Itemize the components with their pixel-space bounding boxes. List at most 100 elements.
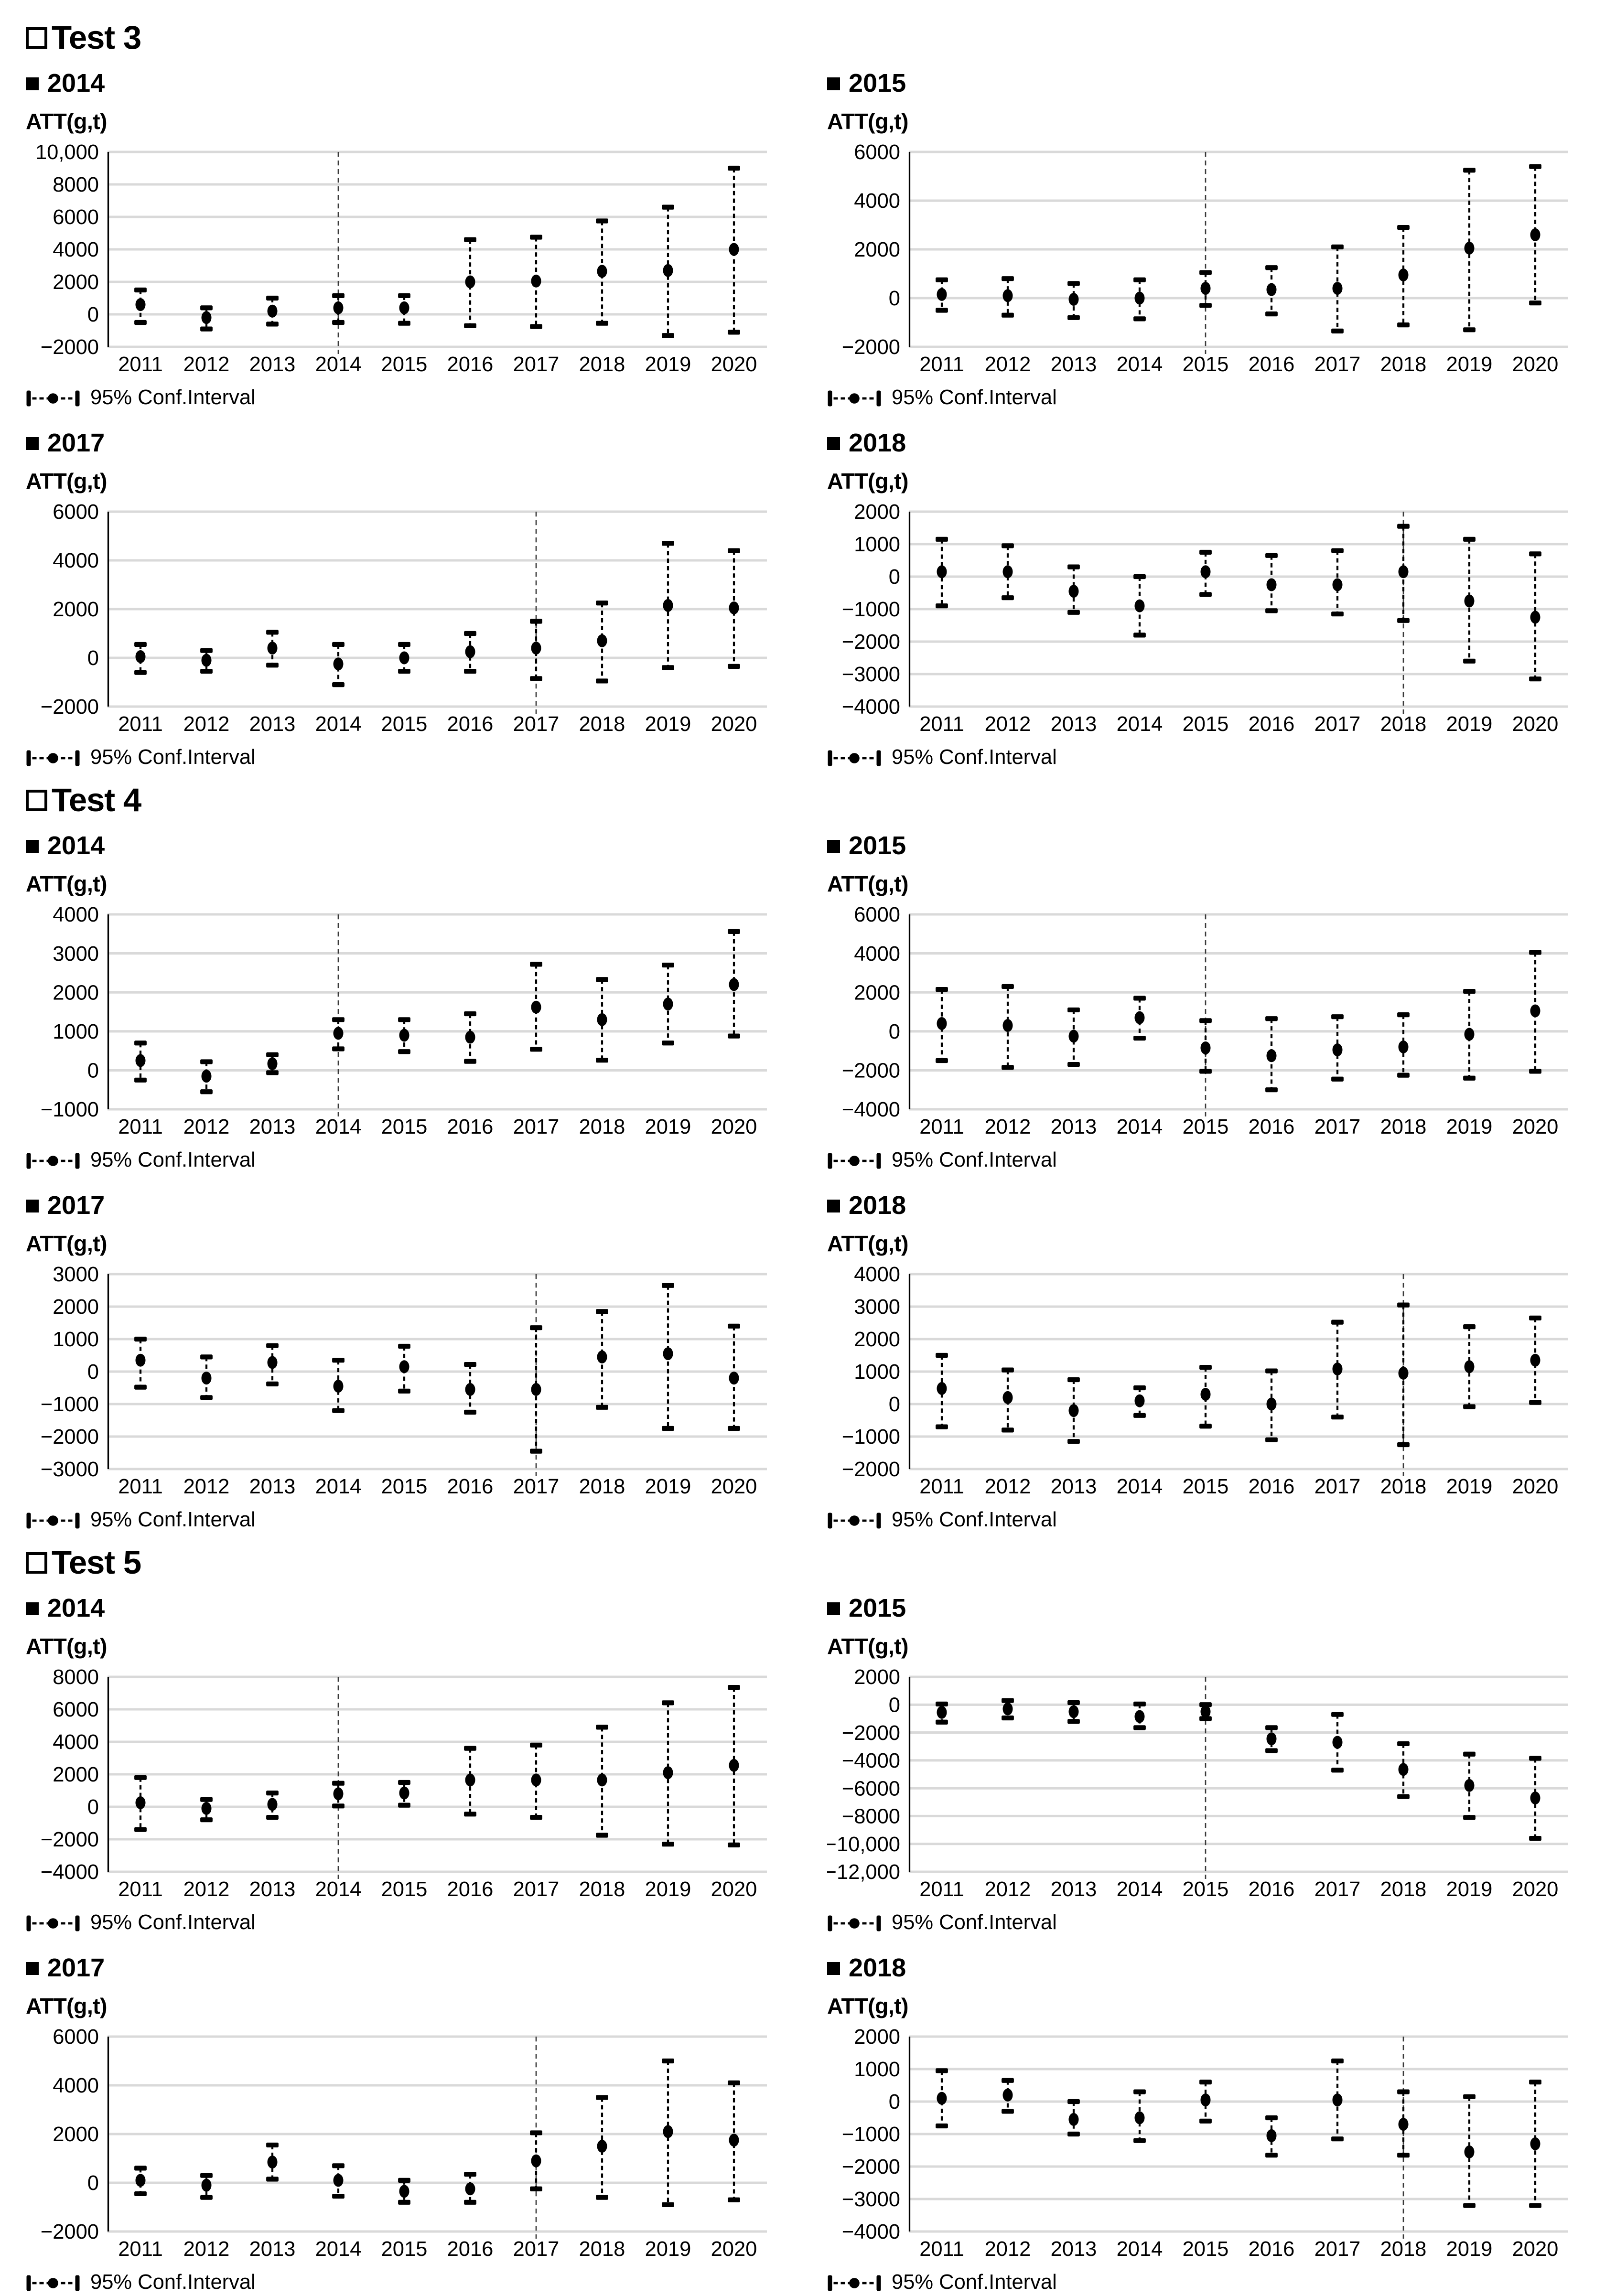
legend-label: 95% Conf.Interval: [892, 747, 1057, 770]
legend-point-icon: [48, 1515, 58, 1526]
point-estimate-marker: [399, 301, 409, 314]
error-bar-cap-top: [596, 2095, 608, 2100]
error-bar-cap-top: [936, 987, 948, 992]
error-bar-cap-bottom: [266, 322, 279, 327]
error-bar-cap-top: [266, 1052, 279, 1057]
error-bar-cap-bottom: [1002, 1427, 1014, 1433]
error-bar: [266, 1791, 279, 1820]
x-tick-label: 2017: [1314, 713, 1361, 736]
error-bar-cap-bottom: [464, 1812, 476, 1817]
point-estimate-marker: [333, 1787, 344, 1801]
error-bar-cap-top: [662, 1700, 674, 1706]
legend-label: 95% Conf.Interval: [90, 1509, 256, 1532]
error-bar-cap-top: [1529, 950, 1541, 955]
point-estimate-marker: [201, 1070, 212, 1083]
error-bar-cap-bottom: [530, 1448, 542, 1454]
point-estimate-marker: [1266, 1732, 1277, 1746]
error-bar-cap-top: [1199, 1018, 1212, 1023]
x-tick-label: 2019: [645, 2238, 691, 2261]
error-bar-cap-bottom: [1331, 612, 1344, 617]
point-estimate-marker: [135, 1054, 146, 1067]
error-bar-cap-top: [1331, 1712, 1344, 1717]
error-bar-cap-bottom: [596, 1833, 608, 1838]
y-tick-label: −2000: [41, 2221, 99, 2243]
x-tick-label: 2016: [1249, 1475, 1295, 1498]
x-tick-label: 2016: [1249, 2238, 1295, 2261]
error-bar-cap-top: [1529, 164, 1541, 169]
error-bar-cap-top: [332, 1781, 345, 1786]
error-bar: [1397, 1741, 1410, 1799]
x-tick-label: 2017: [1314, 353, 1361, 376]
error-bar-cap-top: [1199, 270, 1212, 275]
error-bar-cap-top: [464, 631, 476, 636]
point-estimate-marker: [1332, 2093, 1343, 2107]
y-tick-label: 0: [87, 303, 99, 326]
y-tick-label: 1000: [53, 1020, 99, 1043]
x-tick-label: 2014: [315, 1878, 362, 1901]
error-bar-cap-bottom: [1463, 658, 1476, 664]
error-bar-cap-top: [662, 204, 674, 210]
error-bar: [266, 295, 279, 327]
error-bar-cap-bottom: [596, 321, 608, 326]
error-bar-cap-top: [1067, 1377, 1080, 1383]
legend: 95% Conf.Interval: [26, 1910, 790, 1936]
error-bar: [1265, 2115, 1278, 2158]
error-bar-cap-bottom: [530, 2186, 542, 2191]
y-tick-label: 4000: [854, 190, 900, 213]
legend-cap-left-icon: [828, 1915, 832, 1931]
group-bullet-icon: [827, 1200, 840, 1212]
x-tick-label: 2013: [1051, 1475, 1097, 1498]
error-bar-cap-bottom: [398, 668, 410, 674]
x-tick-label: 2018: [1380, 353, 1427, 376]
error-bar-cap-bottom: [1067, 1439, 1080, 1444]
point-estimate-marker: [597, 1013, 607, 1026]
x-tick-label: 2015: [1183, 2238, 1229, 2261]
point-estimate-marker: [597, 2140, 607, 2153]
error-bar-cap-bottom: [1397, 618, 1410, 623]
error-bar-cap-top: [398, 1343, 410, 1349]
error-bar-cap-top: [728, 548, 740, 553]
error-bar-cap-bottom: [530, 324, 542, 329]
error-bar: [1133, 277, 1146, 322]
legend-cap-right-icon: [876, 750, 881, 766]
point-estimate-marker: [1464, 241, 1475, 255]
error-bar: [530, 962, 542, 1052]
legend: 95% Conf.Interval: [26, 1148, 790, 1174]
legend: 95% Conf.Interval: [827, 2270, 1591, 2296]
x-tick-label: 2017: [513, 713, 560, 736]
error-bar: [1133, 1385, 1146, 1418]
error-bar: [332, 2163, 345, 2199]
error-bar-cap-bottom: [1199, 1716, 1212, 1721]
point-estimate-marker: [1332, 282, 1343, 295]
error-bar: [1133, 1701, 1146, 1730]
point-estimate-marker: [1464, 1360, 1475, 1373]
conf-interval-icon: [26, 750, 80, 766]
error-bar: [464, 1011, 476, 1064]
error-bar-cap-bottom: [1397, 2153, 1410, 2158]
y-tick-label: −2000: [41, 1426, 99, 1448]
error-bar-cap-top: [1067, 564, 1080, 569]
y-tick-label: −2000: [842, 631, 900, 654]
error-bar-cap-top: [936, 536, 948, 542]
x-tick-label: 2012: [985, 713, 1031, 736]
error-bar-cap-bottom: [662, 665, 674, 670]
legend: 95% Conf.Interval: [26, 386, 790, 411]
error-bar-cap-top: [1397, 524, 1410, 529]
legend-cap-left-icon: [828, 1153, 832, 1169]
x-tick-label: 2016: [447, 2238, 494, 2261]
error-bar-cap-bottom: [332, 320, 345, 325]
legend-cap-left-icon: [26, 750, 31, 766]
errorbar-plot: 6000 4000 2000 0 −2000 2011 2012 2013 2014 2015 20…: [41, 501, 767, 736]
x-tick-label: 2018: [579, 2238, 625, 2261]
x-tick-label: 2014: [1117, 353, 1163, 376]
chart: 2014 ATT(g,t) 8000 6000 4000 2000 0 −2000 −4000 2…: [26, 1591, 790, 1936]
x-tick-label: 2016: [1249, 353, 1295, 376]
error-bar-cap-bottom: [200, 1089, 213, 1094]
y-axis-title: ATT(g,t): [827, 1233, 909, 1257]
error-bar-cap-top: [134, 642, 147, 647]
error-bar-cap-top: [266, 295, 279, 301]
point-estimate-marker: [937, 288, 947, 301]
error-bar-cap-bottom: [1002, 595, 1014, 601]
point-estimate-marker: [465, 2182, 475, 2196]
legend: 95% Conf.Interval: [827, 1910, 1591, 1936]
